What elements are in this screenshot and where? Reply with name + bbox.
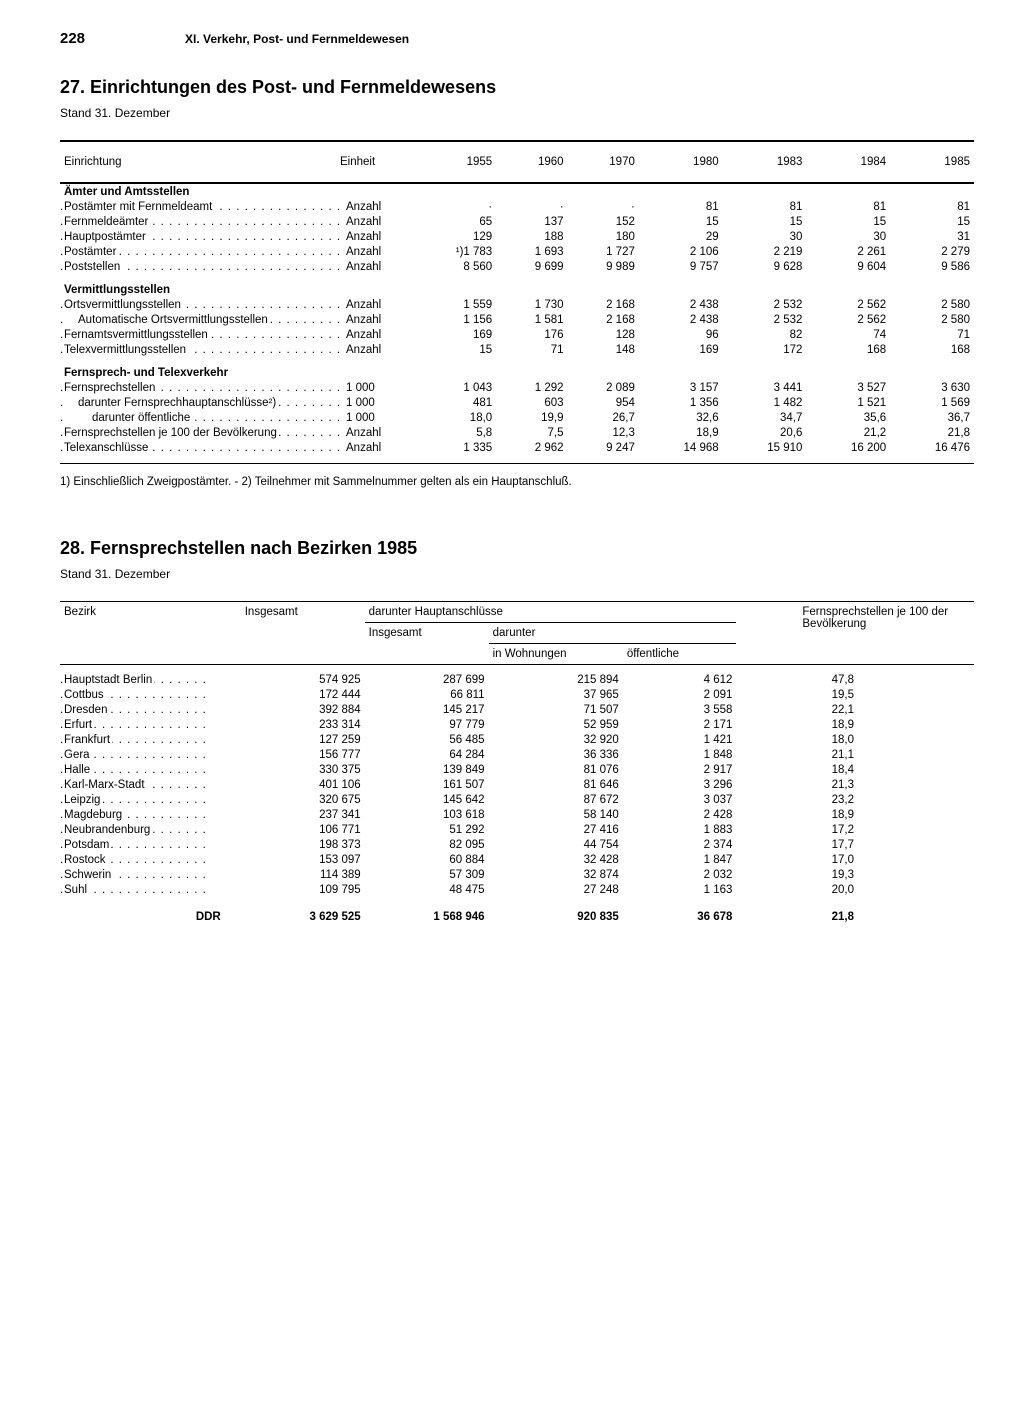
table28-total-row: DDR3 629 5251 568 946920 83536 67821,8 bbox=[60, 897, 974, 925]
col-1980: 1980 bbox=[639, 142, 723, 183]
col-1984: 1984 bbox=[806, 142, 890, 183]
col-insgesamt: Insgesamt bbox=[241, 602, 365, 665]
table-row: Potsdam198 37382 09544 7542 37417,7 bbox=[60, 837, 974, 852]
table27-header-row: Einrichtung Einheit 1955 1960 1970 1980 … bbox=[60, 142, 974, 183]
table27: Einrichtung Einheit 1955 1960 1970 1980 … bbox=[60, 140, 974, 464]
table-row: Gera156 77764 28436 3361 84821,1 bbox=[60, 747, 974, 762]
table27-subtitle: Stand 31. Dezember bbox=[60, 106, 974, 120]
page-number: 228 bbox=[60, 30, 85, 47]
table28-title: 28. Fernsprechstellen nach Bezirken 1985 bbox=[60, 538, 974, 559]
col-bezirk: Bezirk bbox=[60, 602, 241, 665]
page-header: 228 XI. Verkehr, Post- und Fernmeldewese… bbox=[60, 30, 974, 47]
table-row: Postämter mit FernmeldeamtAnzahl···81818… bbox=[60, 199, 974, 214]
col-oeffentliche: öffentliche bbox=[623, 643, 737, 664]
col-einrichtung: Einrichtung bbox=[60, 142, 340, 183]
section-header: XI. Verkehr, Post- und Fernmeldewesen bbox=[185, 32, 409, 46]
table-row: FernmeldeämterAnzahl6513715215151515 bbox=[60, 214, 974, 229]
table-row: Frankfurt127 25956 48532 9201 42118,0 bbox=[60, 732, 974, 747]
table27-footnote: 1) Einschließlich Zweigpostämter. - 2) T… bbox=[60, 476, 974, 488]
col-1970: 1970 bbox=[568, 142, 639, 183]
table-row: darunter Fernsprechhauptanschlüsse²)1 00… bbox=[60, 395, 974, 410]
col-1985: 1985 bbox=[890, 142, 974, 183]
col-1955: 1955 bbox=[410, 142, 496, 183]
table-row: Leipzig320 675145 64287 6723 03723,2 bbox=[60, 792, 974, 807]
table-row: PoststellenAnzahl8 5609 6999 9899 7579 6… bbox=[60, 259, 974, 274]
table-row: Halle330 375139 84981 0762 91718,4 bbox=[60, 762, 974, 777]
table27-title: 27. Einrichtungen des Post- und Fernmeld… bbox=[60, 77, 974, 98]
col-wohnungen: in Wohnungen bbox=[489, 643, 623, 664]
table-row: PostämterAnzahl¹)1 7831 6931 7272 1062 2… bbox=[60, 244, 974, 259]
table-row: Cottbus172 44466 81137 9652 09119,5 bbox=[60, 687, 974, 702]
col-sub-darunter: darunter bbox=[489, 622, 737, 643]
table27-subheading: Ämter und Amtsstellen bbox=[60, 184, 974, 199]
col-sub-insgesamt: Insgesamt bbox=[365, 622, 489, 664]
table-row: Dresden392 884145 21771 5073 55822,1 bbox=[60, 702, 974, 717]
col-hauptanschluesse: darunter Hauptanschlüsse bbox=[365, 602, 737, 623]
table-row: Automatische OrtsvermittlungsstellenAnza… bbox=[60, 312, 974, 327]
col-1960: 1960 bbox=[496, 142, 567, 183]
table27-subheading: Fernsprech- und Telexverkehr bbox=[60, 365, 974, 380]
table-row: HauptpostämterAnzahl12918818029303031 bbox=[60, 229, 974, 244]
table28-subtitle: Stand 31. Dezember bbox=[60, 567, 974, 581]
table-row: TelexvermittlungsstellenAnzahl1571148169… bbox=[60, 342, 974, 357]
col-per100: Fernsprechstellen je 100 der Bevölkerung bbox=[798, 602, 974, 665]
table-row: Schwerin114 38957 30932 8742 03219,3 bbox=[60, 867, 974, 882]
table-row: Fernsprechstellen1 0001 0431 2922 0893 1… bbox=[60, 380, 974, 395]
table27-subheading: Vermittlungsstellen bbox=[60, 282, 974, 297]
table-row: Hauptstadt Berlin574 925287 699215 8944 … bbox=[60, 672, 974, 687]
col-einheit: Einheit bbox=[340, 142, 410, 183]
table-row: OrtsvermittlungsstellenAnzahl1 5591 7302… bbox=[60, 297, 974, 312]
table-row: TelexanschlüsseAnzahl1 3352 9629 24714 9… bbox=[60, 440, 974, 455]
table28-header-row1: Bezirk Insgesamt darunter Hauptanschlüss… bbox=[60, 602, 974, 623]
table28: Bezirk Insgesamt darunter Hauptanschlüss… bbox=[60, 601, 974, 925]
table-row: Erfurt233 31497 77952 9592 17118,9 bbox=[60, 717, 974, 732]
table-row: Fernsprechstellen je 100 der Bevölkerung… bbox=[60, 425, 974, 440]
table-row: FernamtsvermittlungsstellenAnzahl1691761… bbox=[60, 327, 974, 342]
table-row: Karl-Marx-Stadt401 106161 50781 6463 296… bbox=[60, 777, 974, 792]
table-row: Rostock153 09760 88432 4281 84717,0 bbox=[60, 852, 974, 867]
table-row: darunter öffentliche1 00018,019,926,732,… bbox=[60, 410, 974, 425]
table-row: Magdeburg237 341103 61858 1402 42818,9 bbox=[60, 807, 974, 822]
table-row: Neubrandenburg106 77151 29227 4161 88317… bbox=[60, 822, 974, 837]
col-1983: 1983 bbox=[723, 142, 807, 183]
table-row: Suhl109 79548 47527 2481 16320,0 bbox=[60, 882, 974, 897]
